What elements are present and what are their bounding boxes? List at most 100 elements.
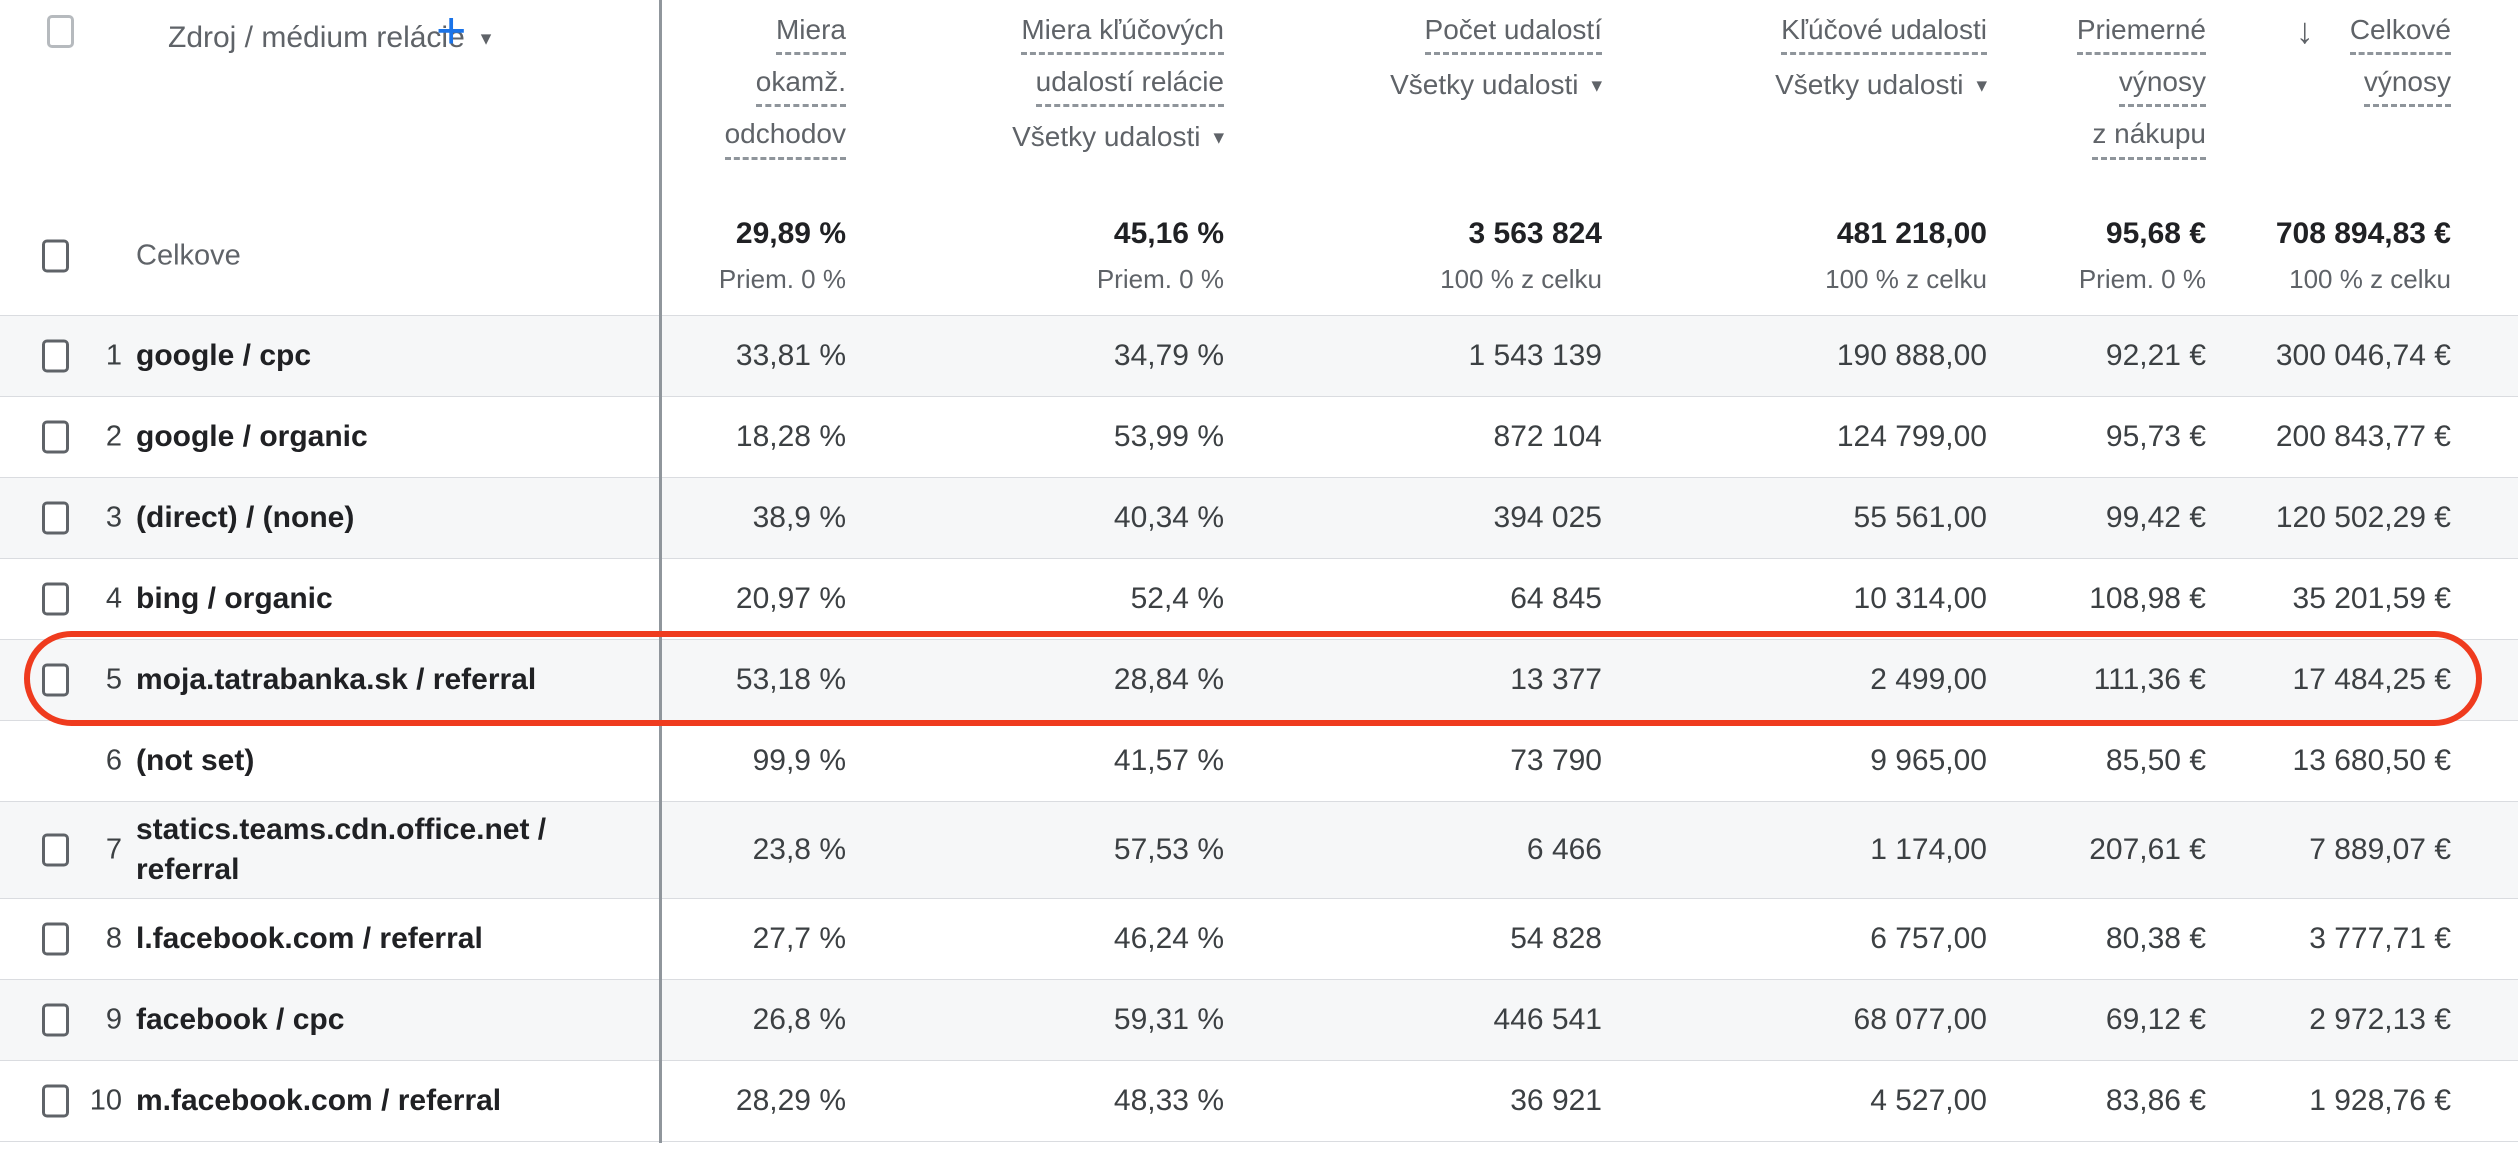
totals-subtext: Priem. 0 % xyxy=(1096,263,1224,294)
row-checkbox[interactable] xyxy=(42,663,69,697)
column-header-avg-purchase-revenue[interactable]: Priemerné výnosy z nákupu xyxy=(2076,14,2206,171)
table-row[interactable]: 7 statics.teams.cdn.office.net / referral… xyxy=(0,802,2518,899)
metric-value: 34,79 % xyxy=(1113,339,1224,372)
row-number: 4 xyxy=(105,582,122,615)
metric-value: 17 484,25 € xyxy=(2292,663,2451,696)
table-header: Zdroj / médium relácie ▾ + Miera okamž. od… xyxy=(0,0,2518,196)
metric-value: 55 561,00 xyxy=(1853,501,1987,534)
column-header-line: výnosy xyxy=(2118,66,2206,108)
metric-value: 108,98 € xyxy=(2089,582,2206,615)
row-number: 3 xyxy=(105,501,122,534)
source-medium-label: l.facebook.com / referral xyxy=(136,922,483,955)
metric-value: 120 502,29 € xyxy=(2275,501,2451,534)
metric-value: 2 972,13 € xyxy=(2309,1003,2451,1036)
column-header-line: Priemerné xyxy=(2076,14,2206,56)
metric-header-label: okamž. xyxy=(755,66,846,108)
event-filter-dropdown[interactable]: Všetky udalosti ▾ xyxy=(1012,121,1224,153)
metric-value: 872 104 xyxy=(1493,420,1602,453)
event-filter-dropdown[interactable]: Všetky udalosti ▾ xyxy=(1390,69,1602,101)
select-all-checkbox[interactable] xyxy=(47,15,74,48)
metric-value: 54 828 xyxy=(1510,922,1602,955)
column-header-line: udalostí relácie xyxy=(1035,66,1224,108)
metric-value: 28,84 % xyxy=(1113,663,1224,696)
column-header-line: ↓ Celkové xyxy=(2295,9,2451,56)
totals-subtext: 100 % z celku xyxy=(1440,263,1602,294)
column-header-total-revenue[interactable]: ↓ Celkové výnosy xyxy=(2295,9,2451,118)
column-header-event-count[interactable]: Počet udalostí Všetky udalosti ▾ xyxy=(1390,14,1602,101)
metric-value: 1 928,76 € xyxy=(2309,1084,2451,1117)
metric-value: 27,7 % xyxy=(752,922,846,955)
add-dimension-button[interactable]: + xyxy=(436,2,467,60)
metric-value: 7 889,07 € xyxy=(2309,833,2451,866)
totals-value: 45,16 % xyxy=(1113,216,1224,250)
metric-value: 99,42 € xyxy=(2105,501,2206,534)
column-header-bounce-rate[interactable]: Miera okamž. odchodov xyxy=(724,14,846,171)
table-row[interactable]: 6 (not set) 99,9 % 41,57 % 73 790 9 965,00 85,… xyxy=(0,721,2518,802)
column-header-line: Miera xyxy=(775,14,846,56)
row-checkbox[interactable] xyxy=(42,582,69,616)
table-row[interactable]: 2 google / organic 18,28 % 53,99 % 872 104 12… xyxy=(0,397,2518,478)
table-row[interactable]: 10 m.facebook.com / referral 28,29 % 48,33 … xyxy=(0,1061,2518,1142)
source-medium-label: facebook / cpc xyxy=(136,1003,345,1036)
metric-header-label: odchodov xyxy=(724,118,846,160)
row-checkbox[interactable] xyxy=(42,1084,69,1118)
metric-value: 38,9 % xyxy=(752,501,846,534)
metric-value: 53,18 % xyxy=(735,663,846,696)
metric-value: 68 077,00 xyxy=(1853,1003,1987,1036)
table-row[interactable]: 4 bing / organic 20,97 % 52,4 % 64 845 10 314… xyxy=(0,559,2518,640)
source-medium-label: moja.tatrabanka.sk / referral xyxy=(136,663,537,696)
metric-header-label: Počet udalostí xyxy=(1424,14,1602,56)
metric-value: 59,31 % xyxy=(1113,1003,1224,1036)
source-medium-label: bing / organic xyxy=(136,582,333,615)
row-number: 5 xyxy=(105,663,122,696)
table-row[interactable]: 3 (direct) / (none) 38,9 % 40,34 % 394 025 55… xyxy=(0,478,2518,559)
totals-row: Celkove 29,89 % Priem. 0 % 45,16 % Priem. 0… xyxy=(0,196,2518,316)
totals-value: 708 894,83 € xyxy=(2275,216,2451,250)
source-medium-label: (not set) xyxy=(136,744,255,777)
metric-value: 10 314,00 xyxy=(1853,582,1987,615)
metric-value: 13 377 xyxy=(1510,663,1602,696)
metric-value: 28,29 % xyxy=(735,1084,846,1117)
sort-descending-icon[interactable]: ↓ xyxy=(2295,9,2314,51)
row-checkbox[interactable] xyxy=(42,339,69,373)
column-header-key-events[interactable]: Kľúčové udalosti Všetky udalosti ▾ xyxy=(1775,14,1987,101)
column-header-line: odchodov xyxy=(724,118,846,160)
chevron-down-icon: ▾ xyxy=(1213,125,1224,149)
row-checkbox[interactable] xyxy=(42,420,69,454)
totals-metric: 708 894,83 € 100 % z celku xyxy=(2276,217,2451,295)
metric-value: 1 543 139 xyxy=(1468,339,1602,372)
totals-metric: 95,68 € Priem. 0 % xyxy=(2079,217,2206,295)
row-checkbox[interactable] xyxy=(42,501,69,535)
event-filter-dropdown[interactable]: Všetky udalosti ▾ xyxy=(1775,69,1987,101)
source-medium-label: google / organic xyxy=(136,420,368,453)
metric-value: 300 046,74 € xyxy=(2275,339,2451,372)
dimension-header-dropdown[interactable]: Zdroj / médium relácie ▾ xyxy=(168,21,491,55)
dimension-header-label: Zdroj / médium relácie xyxy=(168,21,465,54)
column-header-line: Kľúčové udalosti xyxy=(1781,14,1987,56)
totals-subtext: Priem. 0 % xyxy=(718,263,846,294)
column-header-session-key-event-rate[interactable]: Miera kľúčových udalostí relácie Všetky ud… xyxy=(1012,14,1224,153)
row-number: 6 xyxy=(105,744,122,777)
metric-value: 83,86 € xyxy=(2105,1084,2206,1117)
row-checkbox[interactable] xyxy=(42,833,69,867)
totals-value: 95,68 € xyxy=(2105,216,2206,250)
metric-value: 9 965,00 xyxy=(1870,744,1987,777)
metric-value: 33,81 % xyxy=(735,339,846,372)
metric-value: 2 499,00 xyxy=(1870,663,1987,696)
table-row[interactable]: 8 l.facebook.com / referral 27,7 % 46,24 % 5… xyxy=(0,899,2518,980)
totals-checkbox[interactable] xyxy=(42,239,69,272)
metric-value: 200 843,77 € xyxy=(2275,420,2451,453)
table-row[interactable]: 9 facebook / cpc 26,8 % 59,31 % 446 541 68 07… xyxy=(0,980,2518,1061)
metric-header-label: výnosy xyxy=(2363,66,2451,108)
table-row[interactable]: 5 moja.tatrabanka.sk / referral 53,18 % 28,… xyxy=(0,640,2518,721)
metric-value: 36 921 xyxy=(1510,1084,1602,1117)
row-checkbox[interactable] xyxy=(42,922,69,956)
totals-metric: 45,16 % Priem. 0 % xyxy=(1097,217,1224,295)
row-checkbox[interactable] xyxy=(42,1003,69,1037)
row-number: 2 xyxy=(105,420,122,453)
metric-value: 80,38 € xyxy=(2105,922,2206,955)
table-row[interactable]: 1 google / cpc 33,81 % 34,79 % 1 543 139 190 … xyxy=(0,316,2518,397)
metric-value: 73 790 xyxy=(1510,744,1602,777)
source-medium-label: (direct) / (none) xyxy=(136,501,355,534)
